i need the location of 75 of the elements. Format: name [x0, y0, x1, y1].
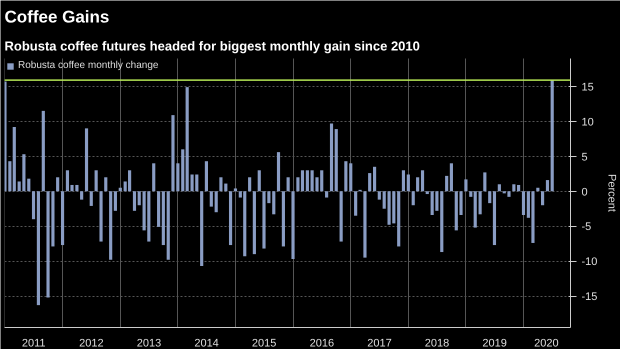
y-tick-label: -10 — [582, 256, 598, 268]
bar — [258, 170, 261, 192]
bar — [248, 177, 252, 192]
bar — [66, 170, 70, 192]
bar — [90, 191, 93, 206]
bar — [262, 191, 266, 249]
x-tick-label: 2020 — [534, 338, 559, 349]
chart-subtitle: Robusta coffee futures headed for biggest monthly gain since 2010 — [4, 38, 420, 54]
y-tick-label: -15 — [582, 291, 598, 304]
bar — [354, 191, 358, 216]
bar — [234, 188, 238, 192]
x-tick-label: 2012 — [79, 338, 104, 349]
legend-label: Robusta coffee monthly change — [18, 60, 158, 71]
bar — [104, 177, 108, 192]
bar — [536, 188, 540, 192]
bar — [114, 191, 117, 211]
bar — [200, 191, 204, 266]
bar — [157, 191, 160, 227]
bar — [406, 174, 410, 192]
y-tick-label: 5 — [582, 151, 588, 164]
bar — [147, 191, 150, 242]
bar — [171, 115, 175, 192]
bar — [42, 110, 45, 192]
bar — [340, 191, 343, 242]
bar — [75, 184, 78, 192]
bar — [32, 191, 36, 220]
x-tick-label: 2017 — [367, 338, 392, 349]
bar — [416, 177, 420, 192]
bar — [243, 191, 246, 256]
bar — [51, 191, 55, 246]
bar — [402, 170, 406, 192]
x-tick-label: 2011 — [22, 338, 46, 349]
bar — [541, 191, 544, 206]
bar — [99, 191, 103, 242]
y-tick-label: 0 — [582, 186, 588, 198]
y-tick-label: 15 — [582, 81, 594, 94]
bar — [291, 191, 295, 260]
chart-title: Coffee Gains — [4, 8, 110, 26]
x-tick-label: 2019 — [482, 338, 507, 349]
bar — [94, 170, 98, 192]
bar — [56, 177, 60, 192]
bar — [531, 191, 535, 243]
bar — [286, 177, 290, 192]
bar — [252, 191, 256, 254]
bar — [282, 191, 285, 246]
y-tick-label: 10 — [582, 116, 594, 128]
bar — [60, 191, 64, 246]
x-tick-label: 2014 — [194, 338, 219, 349]
x-tick-label: 2015 — [252, 338, 276, 349]
bar — [363, 191, 367, 258]
bar — [412, 191, 415, 206]
bar — [450, 163, 453, 192]
bar — [522, 191, 526, 216]
bar — [80, 191, 84, 200]
bar — [498, 184, 501, 192]
bar — [228, 191, 232, 246]
bar — [4, 82, 7, 192]
bar — [276, 152, 280, 192]
bar — [152, 163, 156, 192]
bar — [325, 191, 328, 198]
x-tick-label: 2013 — [136, 338, 162, 349]
bar — [420, 170, 424, 192]
y-axis-title: Percent — [605, 174, 618, 212]
bar — [36, 191, 40, 306]
bar — [84, 128, 88, 192]
bar — [445, 176, 448, 192]
bar — [300, 170, 304, 192]
y-tick-label: -5 — [582, 221, 592, 234]
x-tick-label: 2016 — [310, 338, 334, 349]
bar — [109, 191, 112, 260]
x-tick-label: 2018 — [424, 338, 450, 349]
bar — [46, 191, 50, 298]
bar — [483, 172, 486, 192]
bar — [464, 179, 468, 192]
bar — [204, 161, 208, 192]
